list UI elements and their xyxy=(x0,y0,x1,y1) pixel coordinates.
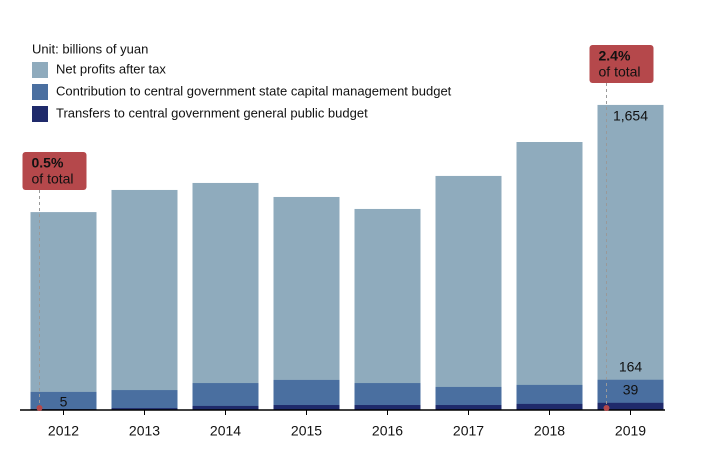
bar xyxy=(111,390,178,410)
legend-label: Net profits after tax xyxy=(56,61,166,76)
x-tick-label: 2019 xyxy=(615,423,646,439)
bar xyxy=(273,196,340,410)
x-tick-label: 2015 xyxy=(291,423,322,439)
x-tick-label: 2013 xyxy=(129,423,160,439)
annotation-text: of total xyxy=(32,171,74,187)
legend-label: Transfers to central government general … xyxy=(56,105,368,120)
bar xyxy=(597,104,664,410)
bar xyxy=(111,189,178,410)
annotation-dot xyxy=(603,405,610,411)
annotation-value: 2.4% xyxy=(599,48,631,64)
bar xyxy=(192,383,259,410)
legend-swatch xyxy=(32,106,48,122)
x-tick-label: 2014 xyxy=(210,423,241,439)
bar xyxy=(354,405,421,410)
bar xyxy=(273,405,340,410)
annotation-box xyxy=(22,152,87,190)
bar xyxy=(354,208,421,410)
annotation-box xyxy=(589,45,654,83)
x-tick-label: 2012 xyxy=(48,423,79,439)
legend-label: Contribution to central government state… xyxy=(56,83,452,98)
bar xyxy=(273,379,340,410)
x-tick-label: 2016 xyxy=(372,423,403,439)
value-label: 39 xyxy=(623,381,639,397)
bar xyxy=(111,408,178,410)
bar xyxy=(435,386,502,410)
value-label: 164 xyxy=(619,358,643,374)
bar xyxy=(30,391,97,410)
annotation-dot xyxy=(36,405,43,411)
annotation-value: 0.5% xyxy=(32,155,64,171)
annotation-text: of total xyxy=(599,64,641,80)
value-label: 1,654 xyxy=(613,108,648,124)
legend-swatch xyxy=(32,84,48,100)
bar xyxy=(435,175,502,410)
value-label: 5 xyxy=(60,394,68,410)
bar xyxy=(516,403,583,410)
bar xyxy=(516,142,583,410)
bar xyxy=(597,402,664,410)
bar xyxy=(192,405,259,410)
x-tick-label: 2017 xyxy=(453,423,484,439)
bar xyxy=(192,182,259,410)
legend-swatch xyxy=(32,62,48,78)
unit-label: Unit: billions of yuan xyxy=(32,41,148,56)
bar xyxy=(435,405,502,410)
bar xyxy=(30,212,97,410)
x-tick-label: 2018 xyxy=(534,423,565,439)
